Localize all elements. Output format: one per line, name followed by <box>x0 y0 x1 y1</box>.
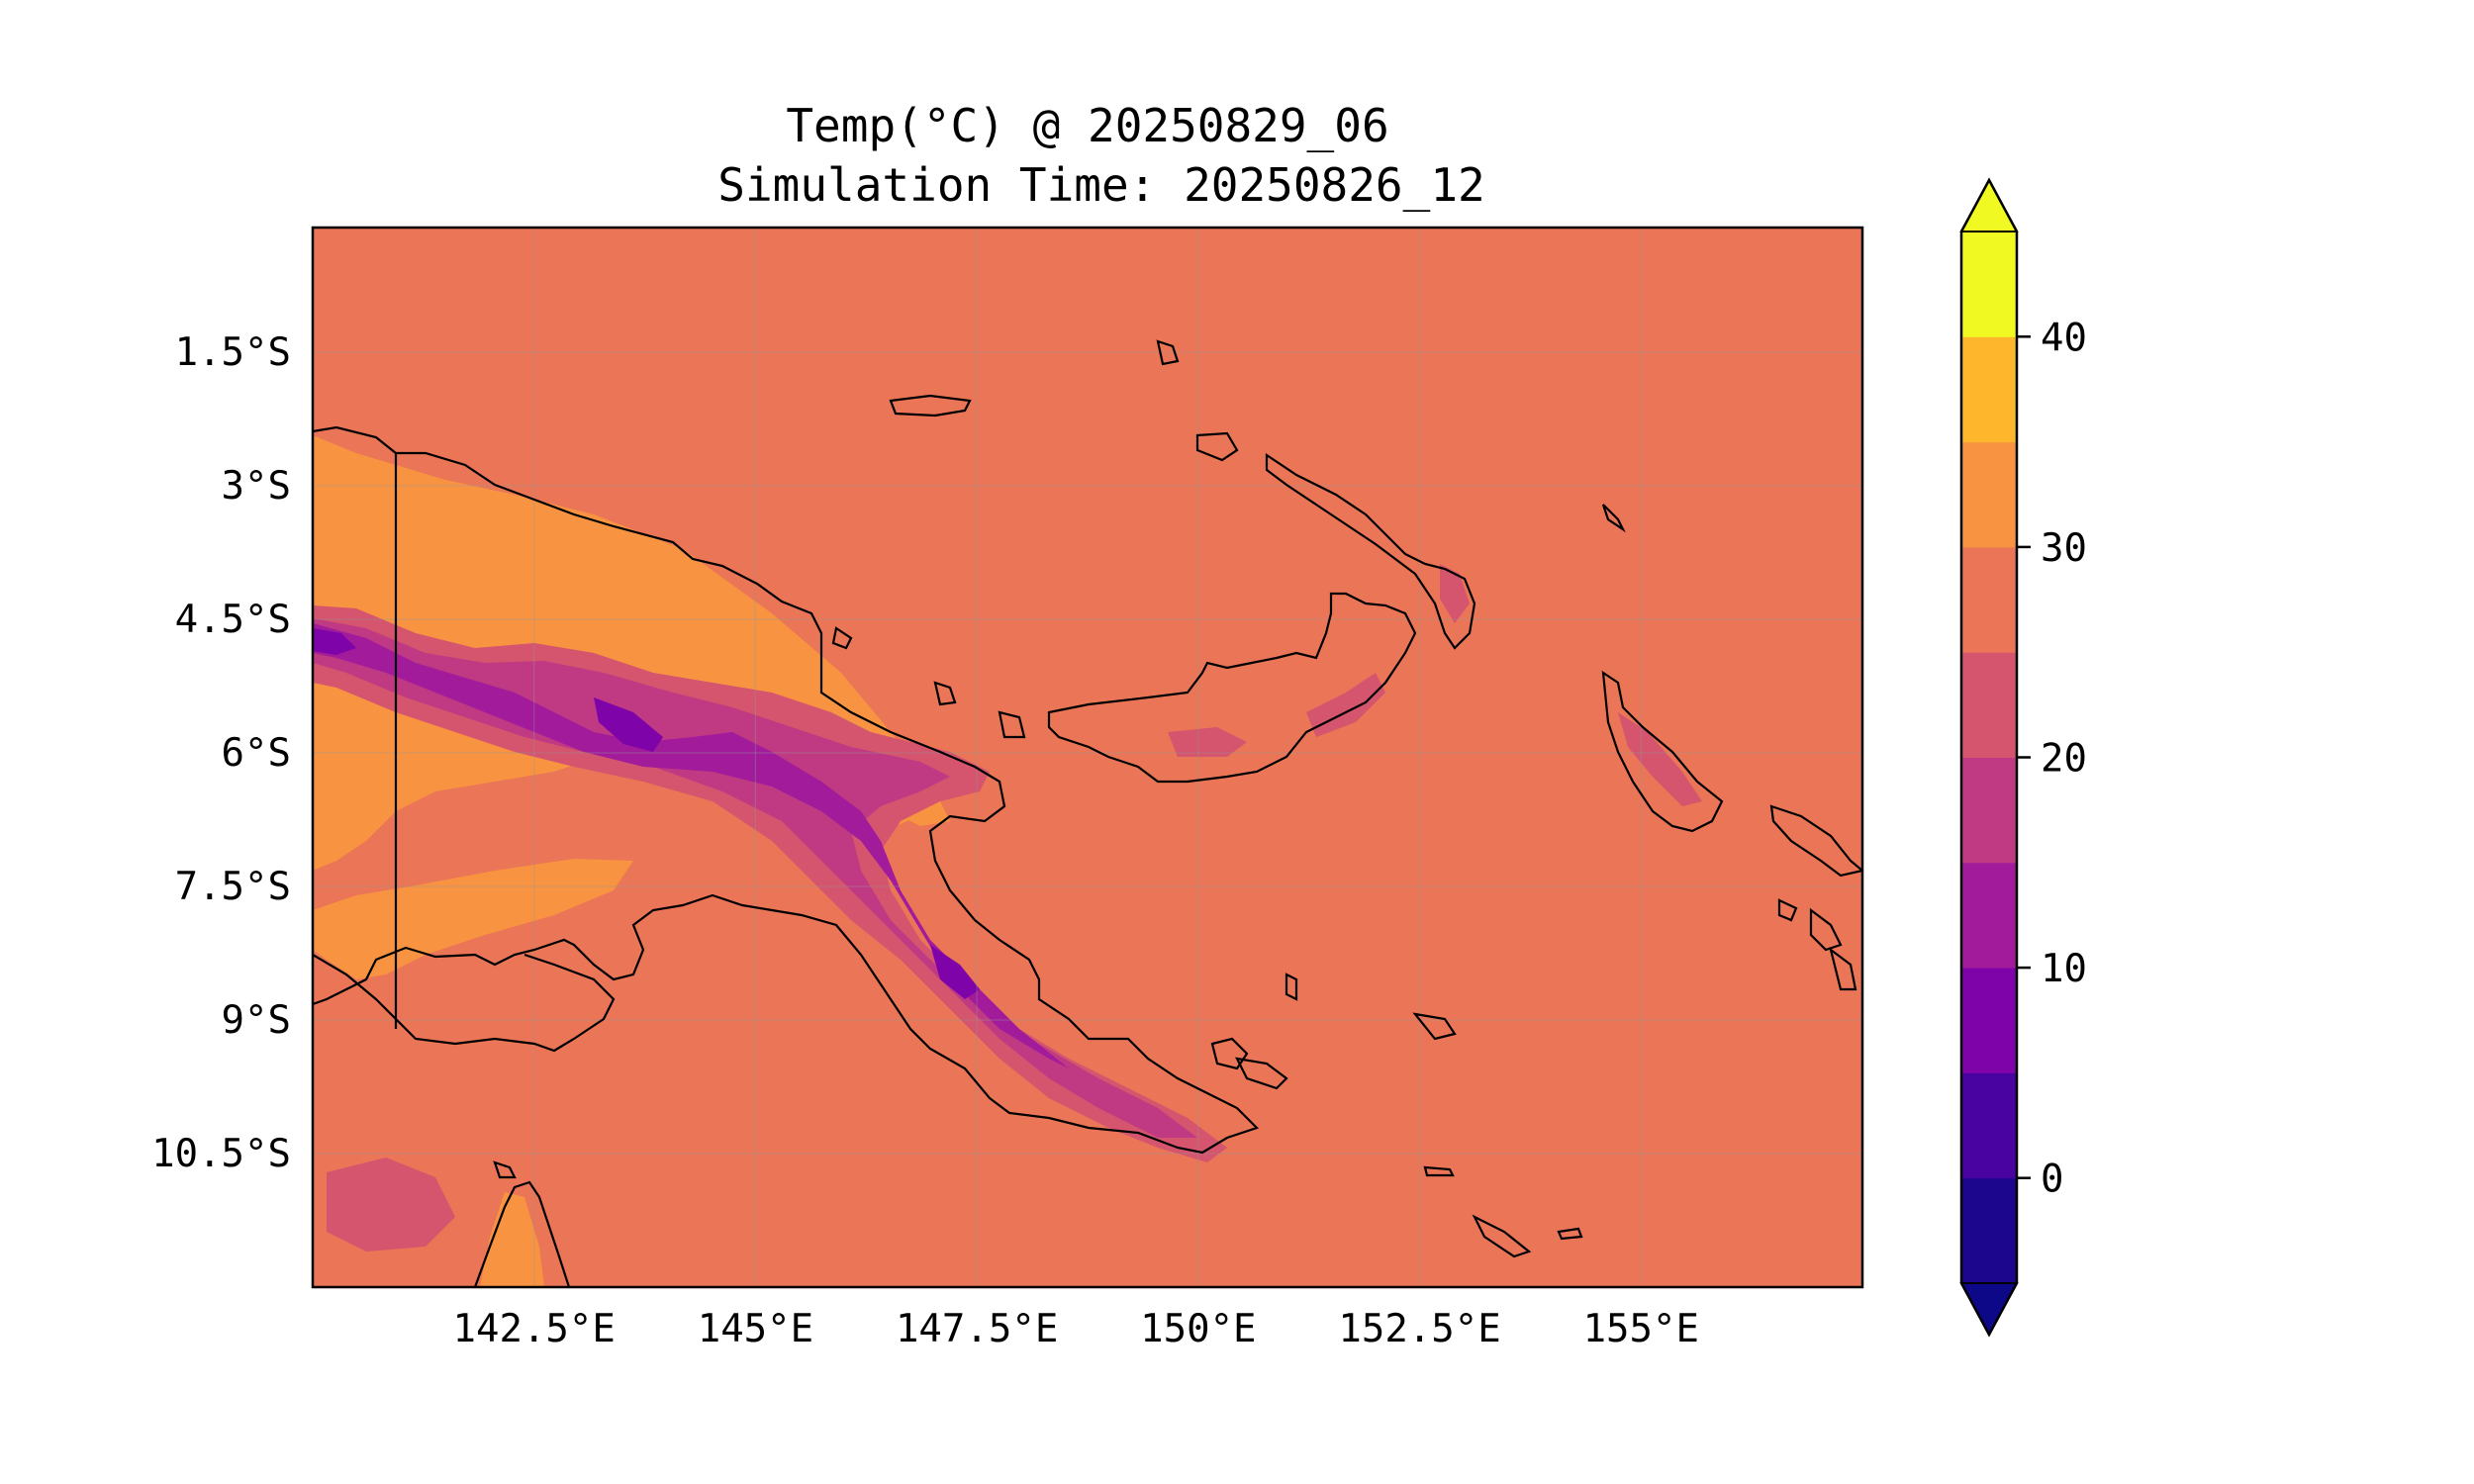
contour-10-15-cordillera <box>313 623 1089 1078</box>
map-gridlines <box>313 228 1862 1287</box>
y-tick-label: 1.5°S <box>175 330 291 375</box>
coastline-isl-1 <box>1156 339 1180 366</box>
y-tick-label: 7.5°S <box>175 865 291 909</box>
contour-30-35-cape-york <box>480 1192 544 1287</box>
colorbar-segment <box>1961 1177 2017 1284</box>
coastline-new-guinea-north <box>313 425 1260 1155</box>
coastline-isl-4 <box>998 710 1026 739</box>
colorbar-segment <box>1961 652 2017 758</box>
coastline-isl-10 <box>1472 1214 1532 1258</box>
coastline-isl-14 <box>1829 947 1857 991</box>
title-line-1: Temp(°C) @ 20250829_06 <box>786 99 1388 152</box>
y-tick-label: 6°S <box>222 731 291 776</box>
contour-20-25-new-ireland <box>1440 564 1470 623</box>
coastline-isl-16 <box>1777 898 1798 922</box>
coastline-isl-6 <box>1210 1037 1249 1070</box>
x-tick-label: 152.5°E <box>1338 1307 1500 1351</box>
colorbar-segment <box>1961 232 2017 337</box>
coastline-southwest <box>313 953 616 1053</box>
colorbar-segment <box>1961 546 2017 653</box>
contour-30-35-southwest <box>313 859 633 979</box>
y-tick-label: 3°S <box>222 464 291 509</box>
coastline-isl-8 <box>1412 1012 1457 1041</box>
contour-5-10-core-central <box>594 697 663 752</box>
colorbar-segment <box>1961 1072 2017 1179</box>
contour-20-25-new-britain-east <box>1306 673 1385 737</box>
colorbar-segment <box>1961 862 2017 969</box>
colorbar-tick-label: 20 <box>2041 737 2087 782</box>
y-tick-label: 9°S <box>222 998 291 1043</box>
colorbar-segment <box>1961 336 2017 443</box>
coastline-solomons <box>1769 804 1862 878</box>
coastlines <box>313 339 1862 1287</box>
colorbar-under-arrow <box>1959 1282 2019 1338</box>
y-axis-ticks: 1.5°S 3°S 4.5°S 6°S 7.5°S 9°S 10.5°S <box>151 330 291 1176</box>
coastline-isl-15 <box>1601 504 1626 533</box>
coastline-manus <box>889 394 972 417</box>
contour-20-25-new-britain <box>1168 727 1247 757</box>
colorbar-segment <box>1961 757 2017 864</box>
coastline-bougainville <box>1601 670 1724 833</box>
coastline-new-britain <box>1047 592 1417 784</box>
x-axis-ticks: 142.5°E 145°E 147.5°E 150°E 152.5°E 155°… <box>453 1307 1699 1351</box>
contour-5-10-core-west <box>313 628 356 655</box>
coastline-isl-12 <box>1557 1227 1583 1241</box>
coastline-isl-7 <box>1235 1057 1288 1090</box>
coastline-isl-5 <box>831 626 853 650</box>
map-frame <box>311 226 1864 1289</box>
contour-20-25-bougainville <box>1618 712 1702 806</box>
y-tick-label: 10.5°S <box>151 1132 291 1176</box>
y-tick-label: 4.5°S <box>175 598 291 642</box>
coastline-isl-2 <box>1195 431 1239 462</box>
colorbar-ticks: 0 10 20 30 40 <box>2017 316 2087 1202</box>
coastline-cape-york <box>473 1180 571 1287</box>
contour-20-25-gulf <box>327 1158 455 1252</box>
coastline-isl-13 <box>1809 907 1843 952</box>
x-tick-label: 155°E <box>1583 1307 1699 1351</box>
x-tick-label: 147.5°E <box>896 1307 1058 1351</box>
coastline-isl-9 <box>1285 973 1298 1001</box>
colorbar-outline <box>1959 177 2019 1338</box>
colorbar-tick-label: 30 <box>2041 526 2087 571</box>
map-panel: 142.5°E 145°E 147.5°E 150°E 152.5°E 155°… <box>151 226 1864 1351</box>
contour-15-20-cordillera <box>313 618 1197 1138</box>
colorbar-segment <box>1961 968 2017 1073</box>
contour-5-10-core-east <box>930 945 980 999</box>
coastline-new-ireland <box>1265 452 1476 650</box>
colorbar: 0 10 20 30 40 <box>1959 177 2087 1338</box>
x-tick-label: 150°E <box>1140 1307 1256 1351</box>
x-tick-label: 142.5°E <box>453 1307 616 1351</box>
colorbar-tick-label: 0 <box>2041 1158 2063 1202</box>
title-line-2: Simulation Time: 20250826_12 <box>717 158 1484 212</box>
temperature-contours <box>313 435 1702 1287</box>
colorbar-tick-label: 40 <box>2041 316 2087 360</box>
coastline-torres <box>493 1160 517 1179</box>
colorbar-segment <box>1961 441 2017 548</box>
coastline-isl-3 <box>933 681 957 706</box>
colorbar-over-arrow <box>1959 177 2019 232</box>
colorbar-segments <box>1961 232 2017 1284</box>
x-tick-label: 145°E <box>698 1307 813 1351</box>
colorbar-tick-label: 10 <box>2041 947 2087 991</box>
coastline-isl-11 <box>1423 1165 1455 1177</box>
